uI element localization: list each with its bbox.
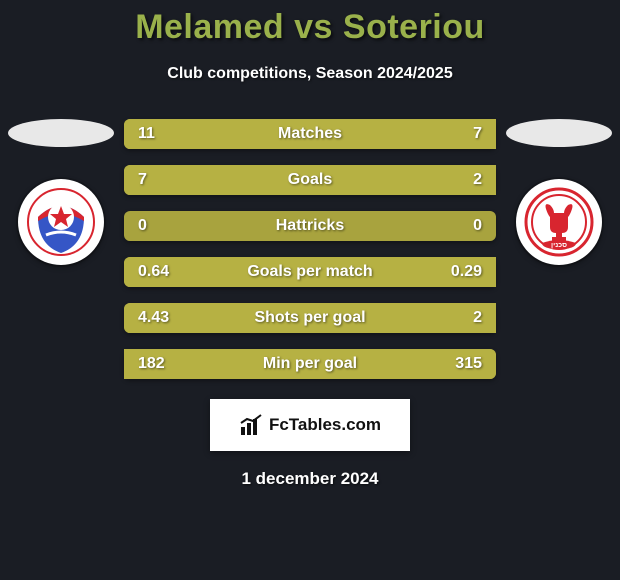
- stat-label: Shots per goal: [124, 309, 496, 327]
- stats-list: 11Matches77Goals20Hattricks00.64Goals pe…: [122, 119, 498, 379]
- bar-chart-spark-icon: [239, 413, 263, 437]
- stat-row: 0Hattricks0: [124, 211, 496, 241]
- stat-right-value: 0.29: [442, 263, 482, 281]
- stat-row: 182Min per goal315: [124, 349, 496, 379]
- stat-label: Goals: [124, 171, 496, 189]
- stat-label: Min per goal: [124, 355, 496, 373]
- comparison-body: 11Matches77Goals20Hattricks00.64Goals pe…: [0, 119, 620, 379]
- footer-date: 1 december 2024: [0, 469, 620, 489]
- left-player-column: [8, 119, 114, 265]
- stat-right-value: 0: [442, 217, 482, 235]
- right-club-badge-icon: סכנין: [524, 187, 594, 257]
- stat-label: Matches: [124, 125, 496, 143]
- left-player-silhouette: [8, 119, 114, 147]
- left-club-badge: [18, 179, 104, 265]
- right-club-badge: סכנין: [516, 179, 602, 265]
- right-player-silhouette: [506, 119, 612, 147]
- stat-label: Goals per match: [124, 263, 496, 281]
- branding-text: FcTables.com: [269, 415, 381, 435]
- stat-row: 7Goals2: [124, 165, 496, 195]
- stat-right-value: 7: [442, 125, 482, 143]
- stat-label: Hattricks: [124, 217, 496, 235]
- page-title: Melamed vs Soteriou: [0, 8, 620, 47]
- stat-row: 11Matches7: [124, 119, 496, 149]
- svg-text:סכנין: סכנין: [551, 242, 567, 249]
- comparison-card: Melamed vs Soteriou Club competitions, S…: [0, 0, 620, 489]
- right-player-column: סכנין: [506, 119, 612, 265]
- left-club-badge-icon: [26, 187, 96, 257]
- stat-row: 4.43Shots per goal2: [124, 303, 496, 333]
- stat-right-value: 2: [442, 171, 482, 189]
- stat-row: 0.64Goals per match0.29: [124, 257, 496, 287]
- stat-right-value: 2: [442, 309, 482, 327]
- stat-right-value: 315: [442, 355, 482, 373]
- page-subtitle: Club competitions, Season 2024/2025: [0, 65, 620, 83]
- branding-badge: FcTables.com: [210, 399, 410, 451]
